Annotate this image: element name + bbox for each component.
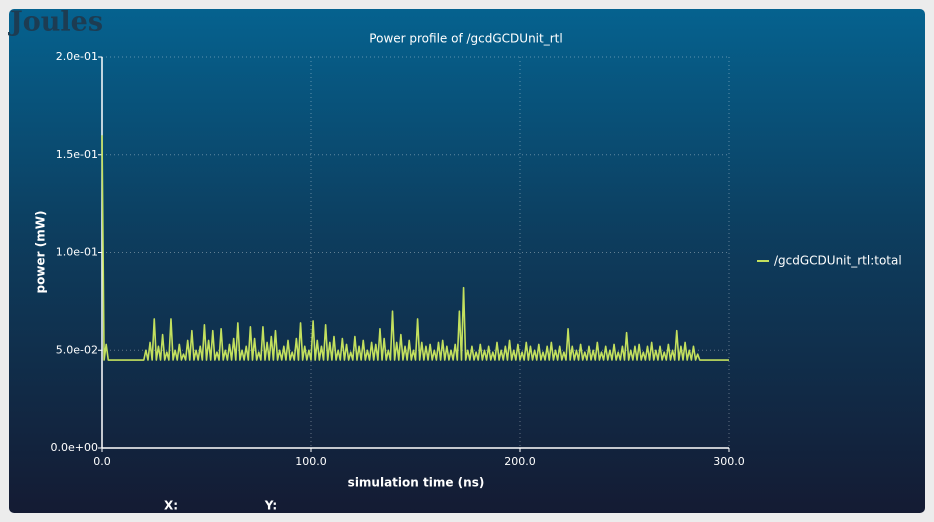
chart-title: Power profile of /gcdGCDUnit_rtl (369, 32, 562, 46)
y-tick-label: 1.5e-01 (56, 148, 98, 161)
cursor-x: X: (164, 499, 178, 513)
x-axis-label: simulation time (ns) (348, 476, 485, 490)
y-tick-label: 2.0e-01 (56, 50, 98, 63)
x-tick-label: 100.0 (295, 455, 327, 468)
series-line (101, 135, 729, 361)
y-tick-label: 5.0e-02 (56, 343, 98, 356)
legend-label: /gcdGCDUnit_rtl:total (774, 254, 902, 268)
panel (9, 9, 925, 513)
plot: 0.0e+00 5.0e-02 1.0e-01 1.5e-01 2.0e-01 0.0 10… (51, 50, 902, 468)
y-axis-label: power (mW) (34, 211, 48, 294)
x-tick-label: 200.0 (504, 455, 536, 468)
y-tick-label: 1.0e-01 (56, 246, 98, 259)
x-tick-label: 300.0 (713, 455, 745, 468)
cursor-y: Y: (264, 499, 277, 513)
x-tick-label: 0.0 (93, 455, 111, 468)
logo: Joules (8, 7, 103, 38)
y-tick-label: 0.0e+00 (51, 441, 98, 454)
